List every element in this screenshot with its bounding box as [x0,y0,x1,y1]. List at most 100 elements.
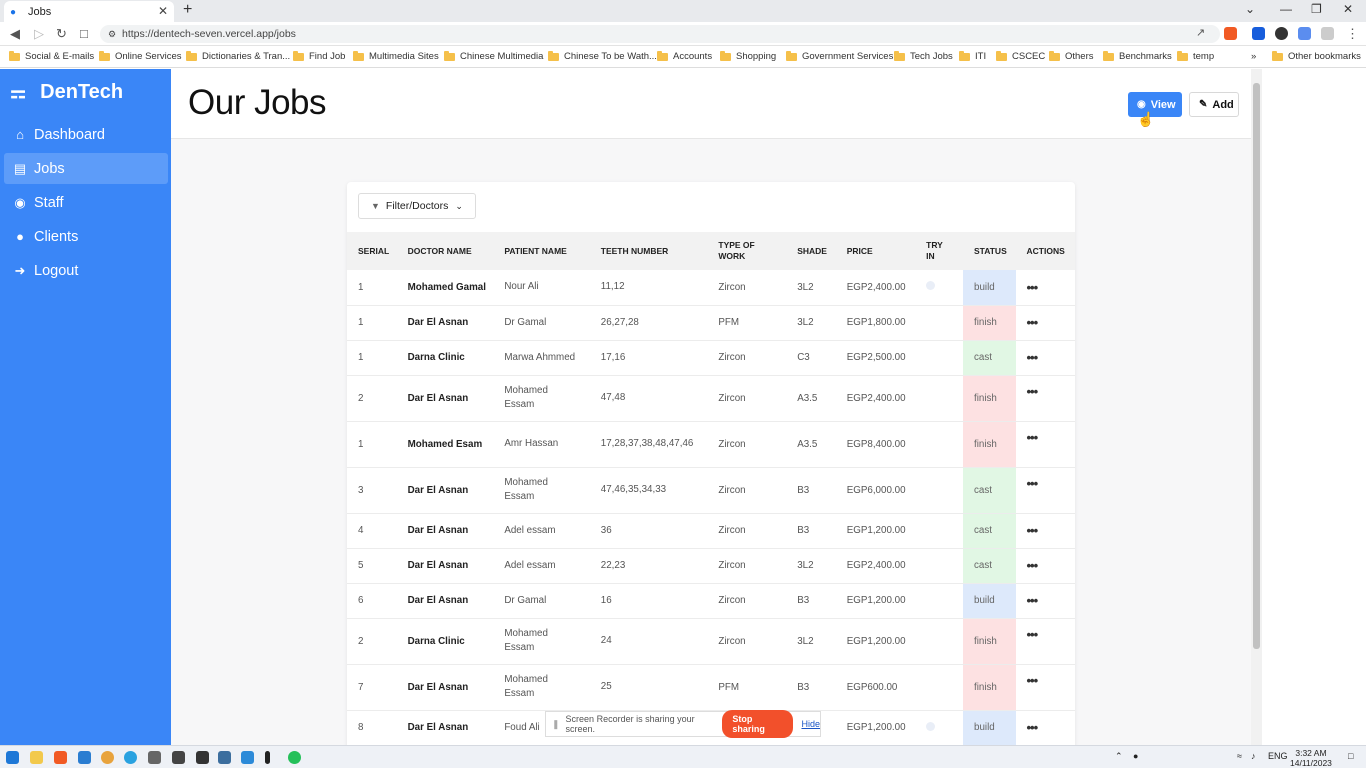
table-row[interactable]: 2 Darna Clinic Mohamed Essam 24 Zircon 3L2 EGP… [347,618,1075,665]
bookmark-folder[interactable]: Social & E-mails [9,50,94,62]
bookmark-folder[interactable]: Accounts [657,50,712,62]
sidebar-item-logout[interactable]: ➜ Logout [4,255,168,286]
bookmark-folder[interactable]: Others [1049,50,1094,62]
bookmark-folder[interactable]: Find Job [293,50,345,62]
drag-handle-icon[interactable]: ❚ [552,718,560,729]
telegram-icon[interactable] [124,751,137,764]
table-row[interactable]: 1 Dar El Asnan Dr Gamal 26,27,28 PFM 3L2 EGP1,… [347,305,1075,341]
clock[interactable]: 3:32 AM 14/11/2023 [1290,748,1332,768]
file-explorer-icon[interactable] [30,751,43,764]
app-icon[interactable] [196,751,209,764]
extension-icon[interactable] [1298,27,1311,40]
more-actions-icon[interactable]: ••• [1026,315,1039,330]
bookmark-folder[interactable]: temp [1177,50,1214,62]
volume-icon[interactable]: ♪ [1251,751,1256,761]
column-header[interactable]: PRICE [835,232,916,270]
more-actions-icon[interactable]: ••• [1026,720,1039,735]
scrollbar-thumb[interactable] [1253,83,1260,649]
filter-doctors-dropdown[interactable]: ▼ Filter/Doctors ⌄ [358,193,476,219]
column-header[interactable]: STATUS [963,232,1016,270]
menu-icon[interactable]: ⋮ [1346,26,1359,41]
url-input[interactable]: ⚙ https://dentech-seven.vercel.app/jobs [100,25,1220,43]
bookmark-folder[interactable]: Chinese To be Wath... [548,50,657,62]
app-icon[interactable] [148,751,161,764]
tray-chevron-icon[interactable]: ⌃ [1115,751,1123,761]
windows-start-icon[interactable] [6,751,19,764]
more-actions-icon[interactable]: ••• [1026,383,1039,399]
more-actions-icon[interactable]: ••• [1026,279,1039,295]
brand-logo[interactable]: ⚎ DenTech [10,81,123,104]
table-row[interactable]: 2 Dar El Asnan Mohamed Essam 47,48 Zircon A3.… [347,375,1075,422]
more-actions-icon[interactable]: ••• [1026,429,1039,445]
column-header[interactable]: SHADE [786,232,836,270]
recorder-extension-icon[interactable] [1275,27,1288,40]
more-actions-icon[interactable]: ••• [1026,672,1039,688]
more-actions-icon[interactable]: ••• [1026,523,1039,538]
page-scrollbar[interactable] [1251,69,1262,745]
table-row[interactable]: 1 Mohamed Esam Amr Hassan 17,28,37,38,48,47… [347,421,1075,468]
extensions-puzzle-icon[interactable] [1321,27,1334,40]
whatsapp-icon[interactable] [288,751,301,764]
bookmark-folder[interactable]: Tech Jobs [894,50,953,62]
bookmark-folder[interactable]: Shopping [720,50,776,62]
bookmark-folder[interactable]: Government Services [786,50,893,62]
more-bookmarks-icon[interactable]: » [1251,51,1257,62]
browser-tab-jobs[interactable]: ● Jobs ✕ [4,1,174,22]
sidebar-item-dashboard[interactable]: ⌂ Dashboard [4,119,168,150]
bookmark-icon[interactable]: □ [80,26,88,41]
wifi-icon[interactable]: ≈ [1237,751,1242,761]
table-row[interactable]: 4 Dar El Asnan Adel essam 36 Zircon B3 EGP1,20… [347,513,1075,549]
sidebar-item-jobs[interactable]: ▤ Jobs [4,153,168,184]
vscode-icon[interactable] [78,751,91,764]
brave-shield-icon[interactable] [1224,27,1237,40]
bookmark-folder[interactable]: Chinese Multimedia [444,50,543,62]
more-actions-icon[interactable]: ••• [1026,626,1039,642]
minimize-icon[interactable]: — [1280,2,1292,16]
table-row[interactable]: 6 Dar El Asnan Dr Gamal 16 Zircon B3 EGP1,200.… [347,583,1075,619]
close-tab-icon[interactable]: ✕ [157,4,168,18]
bookmark-folder[interactable]: Multimedia Sites [353,50,439,62]
bookmark-folder[interactable]: CSCEC [996,50,1045,62]
language-indicator[interactable]: ENG [1268,751,1288,761]
column-header[interactable]: SERIAL [347,232,397,270]
sidebar-item-clients[interactable]: ● Clients [4,221,168,252]
table-row[interactable]: 1 Darna Clinic Marwa Ahmmed 17,16 Zircon C3 EG… [347,340,1075,376]
column-header[interactable]: PATIENT NAME [493,232,590,270]
more-actions-icon[interactable]: ••• [1026,593,1039,608]
other-bookmarks-folder[interactable]: Other bookmarks [1272,50,1361,62]
microphone-icon[interactable]: ● [1133,751,1139,761]
column-header[interactable]: DOCTOR NAME [396,232,494,270]
column-header[interactable]: ACTIONS [1015,232,1075,270]
sidebar-item-staff[interactable]: ◉ Staff [4,187,168,218]
column-header[interactable]: TRY IN [915,232,963,270]
chrome-icon[interactable] [101,751,114,764]
add-button[interactable]: ✎ Add [1189,92,1239,117]
table-row[interactable]: 7 Dar El Asnan Mohamed Essam 25 PFM B3 EGP600.… [347,664,1075,711]
column-header[interactable]: TEETH NUMBER [589,232,708,270]
window-close-icon[interactable]: ✕ [1343,2,1354,16]
back-icon[interactable]: ◀ [10,26,20,41]
bookmark-folder[interactable]: Dictionaries & Tran... [186,50,290,62]
share-icon[interactable]: ↗ [1196,27,1206,39]
more-actions-icon[interactable]: ••• [1026,558,1039,573]
brave-browser-icon[interactable] [54,751,67,764]
table-row[interactable]: 3 Dar El Asnan Mohamed Essam 47,46,35,34,33… [347,467,1075,514]
bookmark-folder[interactable]: Online Services [99,50,182,62]
bookmark-folder[interactable]: ITI [959,50,986,62]
stop-sharing-button[interactable]: Stop sharing [722,710,794,738]
notifications-icon[interactable]: □ [1348,751,1354,761]
more-actions-icon[interactable]: ••• [1026,475,1039,491]
restore-icon[interactable]: ❐ [1311,2,1322,16]
table-row[interactable]: 5 Dar El Asnan Adel essam 22,23 Zircon 3L2 EGP… [347,548,1075,584]
bitwarden-extension-icon[interactable] [1252,27,1265,40]
site-info-icon[interactable]: ⚙ [108,29,117,39]
app-icon[interactable] [265,751,270,764]
app-icon[interactable] [218,751,231,764]
app-icon[interactable] [172,751,185,764]
view-button[interactable]: ◉ View [1128,92,1182,117]
reload-icon[interactable]: ↻ [56,26,67,41]
new-tab-icon[interactable]: + [183,1,193,18]
app-icon[interactable] [241,751,254,764]
forward-icon[interactable]: ▷ [34,26,44,41]
hide-link[interactable]: Hide [801,719,820,729]
